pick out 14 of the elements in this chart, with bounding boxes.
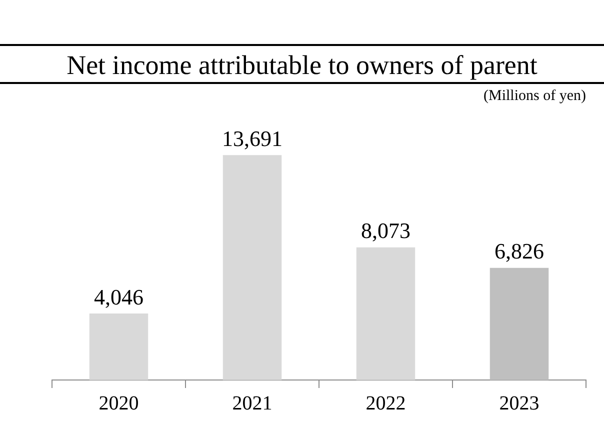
bar xyxy=(356,247,416,380)
x-tick-label: 2022 xyxy=(366,392,406,414)
data-label: 4,046 xyxy=(94,284,144,310)
data-label: 13,691 xyxy=(222,126,282,151)
x-tick-label: 2021 xyxy=(232,392,272,414)
chart-title: Net income attributable to owners of parent xyxy=(0,44,604,84)
chart-subtitle: (Millions of yen) xyxy=(484,88,586,105)
bar xyxy=(222,155,282,380)
data-label: 8,073 xyxy=(361,218,410,244)
x-tick-label: 2023 xyxy=(499,392,540,414)
data-label: 6,826 xyxy=(494,238,544,264)
bar xyxy=(89,314,148,380)
x-tick-label: 2020 xyxy=(98,392,139,414)
bar xyxy=(490,268,549,380)
